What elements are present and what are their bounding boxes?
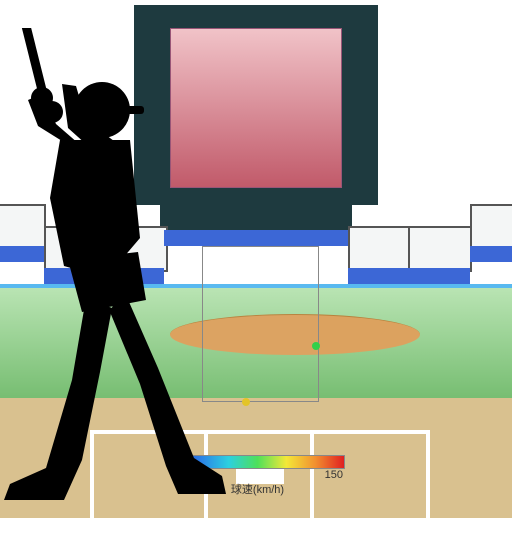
colorbar-title: 球速(km/h) (170, 481, 345, 497)
bleacher-box (44, 226, 108, 272)
colorbar-ticks: 100 150 (170, 469, 345, 481)
colorbar-tick-max: 150 (325, 469, 343, 481)
bleacher-box (470, 204, 512, 250)
colorbar-gradient (170, 455, 345, 469)
pitch-point (242, 398, 250, 406)
bleacher-box (104, 226, 168, 272)
bleacher-box (408, 226, 472, 272)
pitch-point (312, 342, 320, 350)
wall-segment (164, 230, 348, 246)
bleacher-box (0, 204, 46, 250)
wall-segment (0, 246, 44, 262)
bleacher-box (348, 226, 412, 272)
jumbotron-base (160, 190, 352, 230)
wall-segment (348, 268, 470, 284)
colorbar-tick-min: 100 (172, 469, 190, 481)
colorbar: 100 150 球速(km/h) (170, 455, 345, 497)
wall-segment (470, 246, 512, 262)
strike-zone (202, 246, 319, 402)
jumbotron-screen (170, 28, 342, 188)
wall-segment (44, 268, 164, 284)
